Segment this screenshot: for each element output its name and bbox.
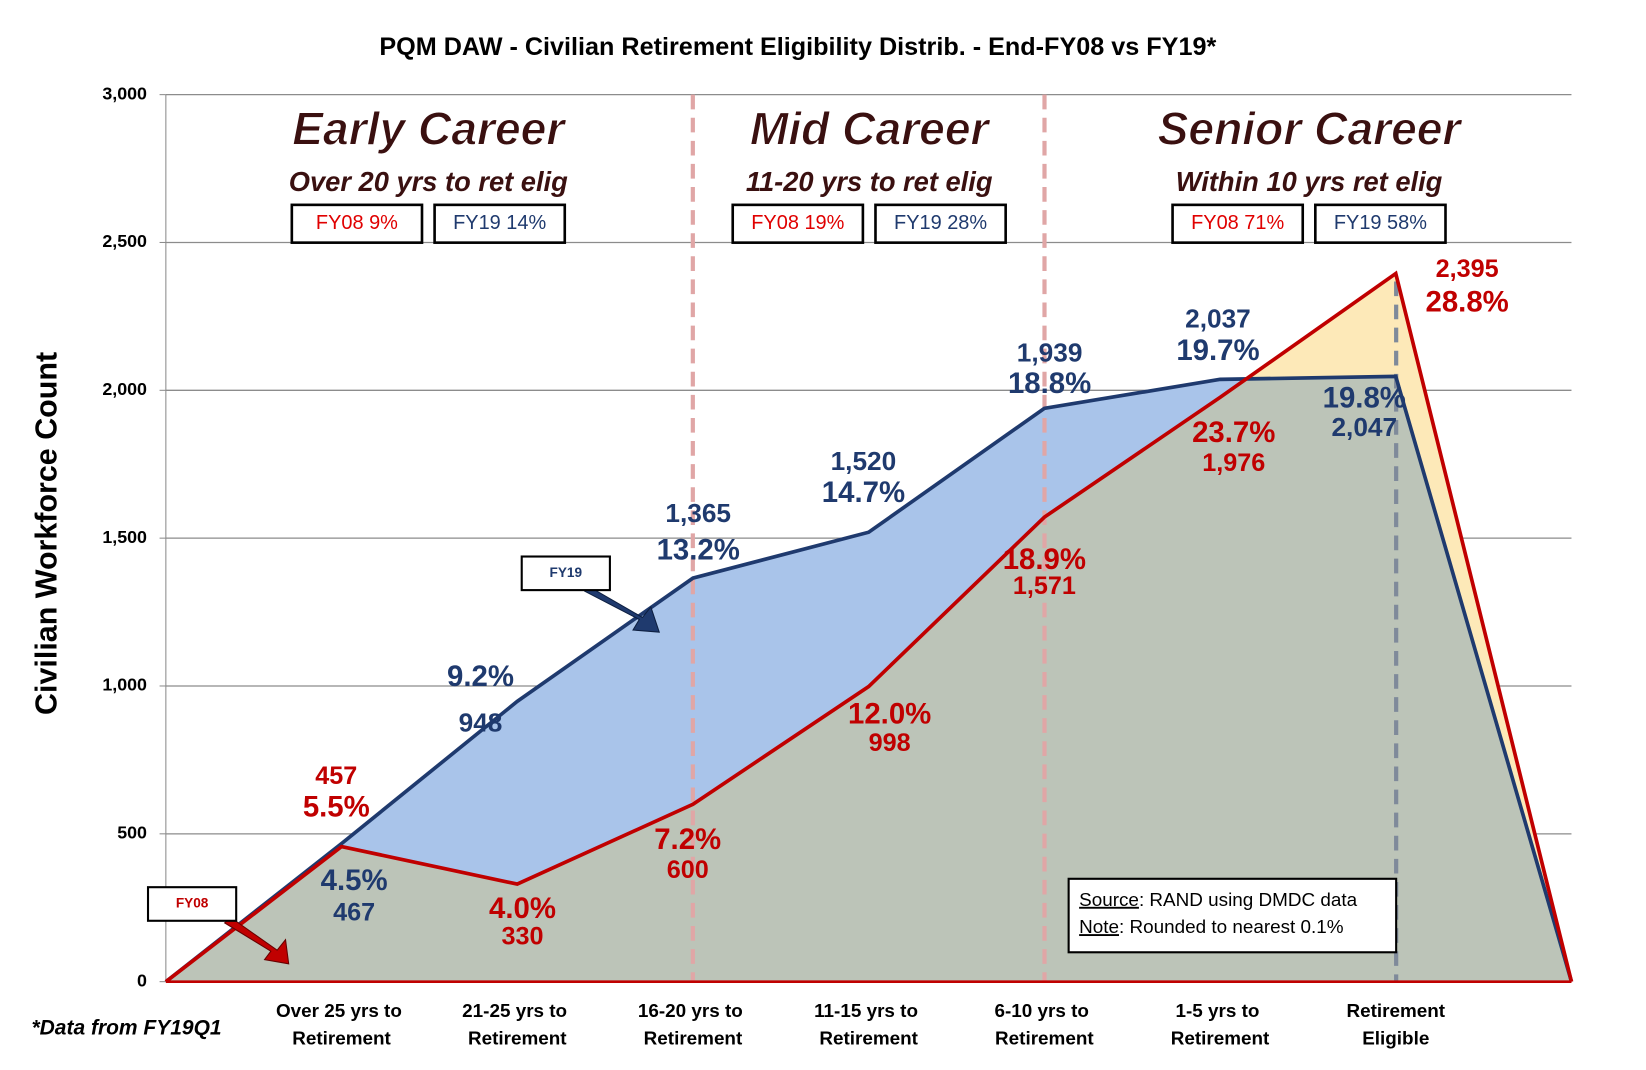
arrow-label: FY19 [550, 565, 583, 580]
x-tick-label: 11-15 yrs to Retirement [814, 1001, 923, 1049]
value-label: 1,976 [1202, 449, 1265, 477]
value-label: 1,365 [665, 498, 731, 528]
value-label: 2,037 [1185, 304, 1251, 334]
x-tick-line: Retirement [292, 1028, 391, 1049]
y-tick-label: 3,000 [102, 83, 147, 103]
value-label: 1,520 [831, 446, 897, 476]
source-note: Source: RAND using DMDC data Note: Round… [1067, 877, 1398, 954]
arrow-box [146, 886, 238, 922]
y-tick-label: 1,500 [102, 527, 147, 547]
section-share: FY19 58% [1334, 212, 1427, 234]
value-label: 2,395 [1436, 255, 1499, 283]
share-label: 18.8% [1008, 367, 1091, 400]
share-label: 14.7% [822, 476, 905, 509]
x-tick-line: Retirement [995, 1028, 1094, 1049]
y-tick-label: 500 [117, 823, 147, 843]
fy19-arrow: FY19 [520, 555, 660, 633]
y-tick-label: 0 [137, 970, 147, 990]
x-tick-line: Retirement [644, 1028, 743, 1049]
y-tick-label: 1,000 [102, 675, 147, 695]
share-label: 9.2% [447, 660, 514, 693]
y-axis-label: Civilian Workforce Count [29, 352, 63, 715]
section-box [1314, 203, 1447, 244]
share-label: 4.0% [489, 892, 556, 925]
x-tick-line: Eligible [1362, 1028, 1429, 1049]
section-box [433, 203, 567, 244]
section-subtitle: Within 10 yrs ret elig [1176, 166, 1443, 197]
arrow [583, 585, 660, 633]
x-tick-label: Over 25 yrs to Retirement [276, 1001, 407, 1049]
x-tick-line: 21-25 yrs to [462, 1001, 572, 1022]
section-box [1171, 203, 1305, 244]
value-label: 948 [459, 707, 503, 737]
arrow [223, 916, 290, 965]
share-label: 7.2% [654, 823, 721, 856]
share-label: 4.5% [321, 864, 388, 897]
footnote: *Data from FY19Q1 [31, 1016, 221, 1039]
share-label: 13.2% [657, 534, 740, 567]
x-tick-label: Retirement Eligible [1346, 1001, 1445, 1049]
x-tick-line: Retirement [1171, 1028, 1270, 1049]
note-text: : Rounded to nearest 0.1% [1119, 917, 1344, 938]
x-tick-label: 21-25 yrs to Retirement [462, 1001, 572, 1049]
section-subtitle: Over 20 yrs to ret elig [289, 166, 568, 197]
value-label: 467 [333, 899, 375, 927]
share-label: 18.9% [1003, 543, 1086, 576]
series-line [164, 270, 1574, 984]
source: Source: RAND using DMDC data [1079, 890, 1357, 911]
section-share: FY08 71% [1191, 212, 1284, 234]
x-tick-line: 6-10 yrs to [995, 1001, 1095, 1022]
share-label: 5.5% [303, 791, 370, 824]
note-key: Source [1079, 890, 1139, 911]
note: Note: Rounded to nearest 0.1% [1079, 917, 1344, 938]
series-line [164, 374, 1574, 984]
section-title: Early Career [292, 103, 567, 155]
x-tick-line: 16-20 yrs to [638, 1001, 748, 1022]
section-share: FY08 9% [316, 212, 398, 234]
section-share: FY08 19% [751, 212, 844, 234]
share-label: 23.7% [1192, 416, 1275, 449]
x-tick-line: Retirement [819, 1028, 918, 1049]
x-tick-label: 1-5 yrs to Retirement [1171, 1001, 1270, 1049]
x-tick-line: Over 25 yrs to [276, 1001, 407, 1022]
section-share: FY19 28% [894, 212, 987, 234]
fy08-arrow: FY08 [146, 886, 290, 965]
value-label: 457 [315, 762, 357, 790]
value-label: 1,939 [1017, 338, 1083, 368]
section-box [874, 203, 1007, 244]
y-tick-label: 2,500 [102, 231, 147, 251]
share-label: 19.7% [1176, 334, 1259, 367]
value-label: 2,047 [1331, 412, 1397, 442]
value-label: 1,571 [1013, 572, 1076, 600]
note-text: : RAND using DMDC data [1139, 890, 1358, 911]
share-label: 12.0% [848, 698, 931, 731]
section-title: Senior Career [1158, 103, 1464, 155]
arrow-label: FY08 [176, 896, 209, 911]
arrow-box [520, 555, 611, 592]
note-key: Note [1079, 917, 1119, 938]
x-tick-label: 6-10 yrs to Retirement [995, 1001, 1095, 1049]
value-label: 998 [869, 729, 911, 757]
value-label: 330 [501, 922, 543, 950]
section-box [290, 203, 424, 244]
note-box [1067, 877, 1398, 954]
overlap-fill [165, 376, 1572, 982]
x-tick-label: 16-20 yrs to Retirement [638, 1001, 748, 1049]
section-box [731, 203, 865, 244]
x-tick-line: 11-15 yrs to [814, 1001, 923, 1022]
share-label: 19.8% [1323, 381, 1406, 414]
value-label: 600 [667, 856, 709, 884]
section-subtitle: 11-20 yrs to ret elig [746, 166, 993, 197]
x-tick-line: 1-5 yrs to [1175, 1001, 1264, 1022]
section-title: Mid Career [750, 103, 992, 155]
chart-title: PQM DAW - Civilian Retirement Eligibilit… [379, 33, 1216, 61]
x-tick-line: Retirement [1346, 1001, 1445, 1022]
section-share: FY19 14% [453, 212, 546, 234]
x-tick-line: Retirement [468, 1028, 567, 1049]
share-label: 28.8% [1426, 286, 1509, 319]
y-tick-label: 2,000 [102, 379, 147, 399]
